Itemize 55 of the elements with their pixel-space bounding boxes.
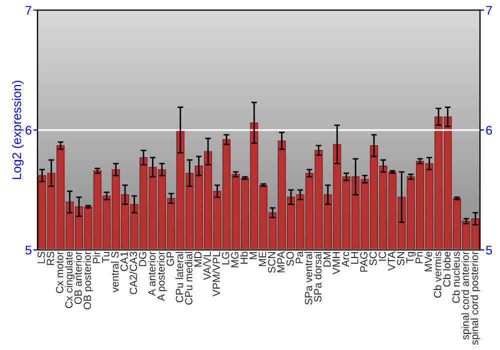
x-tick-label: LH (351, 252, 358, 264)
x-tick-label: Tu (102, 252, 110, 263)
x-tick-label: CPu medial (184, 252, 192, 305)
x-tick-label: CA2/CA3 (129, 252, 138, 294)
y-tick-label: 7 (26, 6, 32, 15)
x-tick-label: Cb nucleus (452, 252, 460, 303)
x-tick-label: VA/VL (203, 252, 211, 280)
x-tick-label: SO (286, 252, 294, 266)
y2-tick-label: 5 (486, 246, 492, 255)
x-tick-label: MPA (277, 251, 284, 272)
x-tick-label: SPa dorsal (314, 252, 322, 302)
x-tick-label: VPM/VPL (212, 252, 220, 296)
y-tick-label: 5 (25, 246, 32, 255)
x-tick-label: OB posterior (83, 251, 94, 310)
x-tick-label: PAG (360, 252, 368, 272)
x-tick-label: SPa ventral (304, 252, 312, 305)
x-tick-label: GP (166, 252, 174, 266)
x-tick-label: Arc (342, 252, 350, 267)
x-tick-label: MG (231, 252, 238, 268)
x-tick-label: LS (38, 252, 45, 264)
x-tick-label: spinal cord anterior (461, 251, 472, 340)
x-tick-label: IC (378, 252, 386, 261)
x-tick-label: ventral S (111, 252, 119, 292)
x-tick-label: Cb lobe (442, 252, 451, 287)
x-tick-label: Cx motor (56, 251, 64, 294)
x-tick-label: VMH (332, 252, 340, 274)
x-tick-label: Hb (240, 252, 248, 264)
x-tick-label: Cb vermis (434, 252, 442, 298)
y2-tick-label: 7 (486, 6, 492, 15)
x-tick-label: M (250, 252, 257, 260)
x-tick-label: A posterior (157, 251, 167, 302)
x-tick-label: DM (323, 252, 331, 267)
x-tick-label: Pir (92, 251, 100, 264)
x-tick-label: CA1 (120, 252, 128, 272)
x-tick-label: MVe (424, 252, 432, 272)
x-tick-label: DG (138, 252, 146, 266)
y2-tick-label: 6 (486, 126, 492, 135)
x-tick-label: A anterior (148, 251, 156, 296)
y-tick-label: 6 (26, 126, 32, 135)
x-tick-label: spinal cord posterior (470, 251, 480, 345)
x-tick-label: SC (369, 252, 377, 266)
x-tick-label: Pa (296, 251, 304, 264)
x-tick-label: RS (46, 252, 54, 265)
x-tick-label: VTA (388, 251, 396, 271)
x-tick-label: SCN (268, 252, 276, 273)
x-tick-label: Tg (406, 252, 416, 264)
x-tick-label: MD (194, 252, 202, 267)
x-tick-label: Cx cingulate (64, 252, 75, 308)
x-tick-label: Pn (416, 252, 423, 264)
x-tick-label: OB anterior (74, 251, 82, 304)
x-tick-label: CPu lateral (176, 252, 184, 302)
x-tick-label: ME (258, 252, 266, 266)
x-tick-label: LG (222, 252, 230, 264)
y-axis-title: Log2 (expression) (12, 80, 24, 180)
x-tick-label: SN (397, 252, 404, 266)
